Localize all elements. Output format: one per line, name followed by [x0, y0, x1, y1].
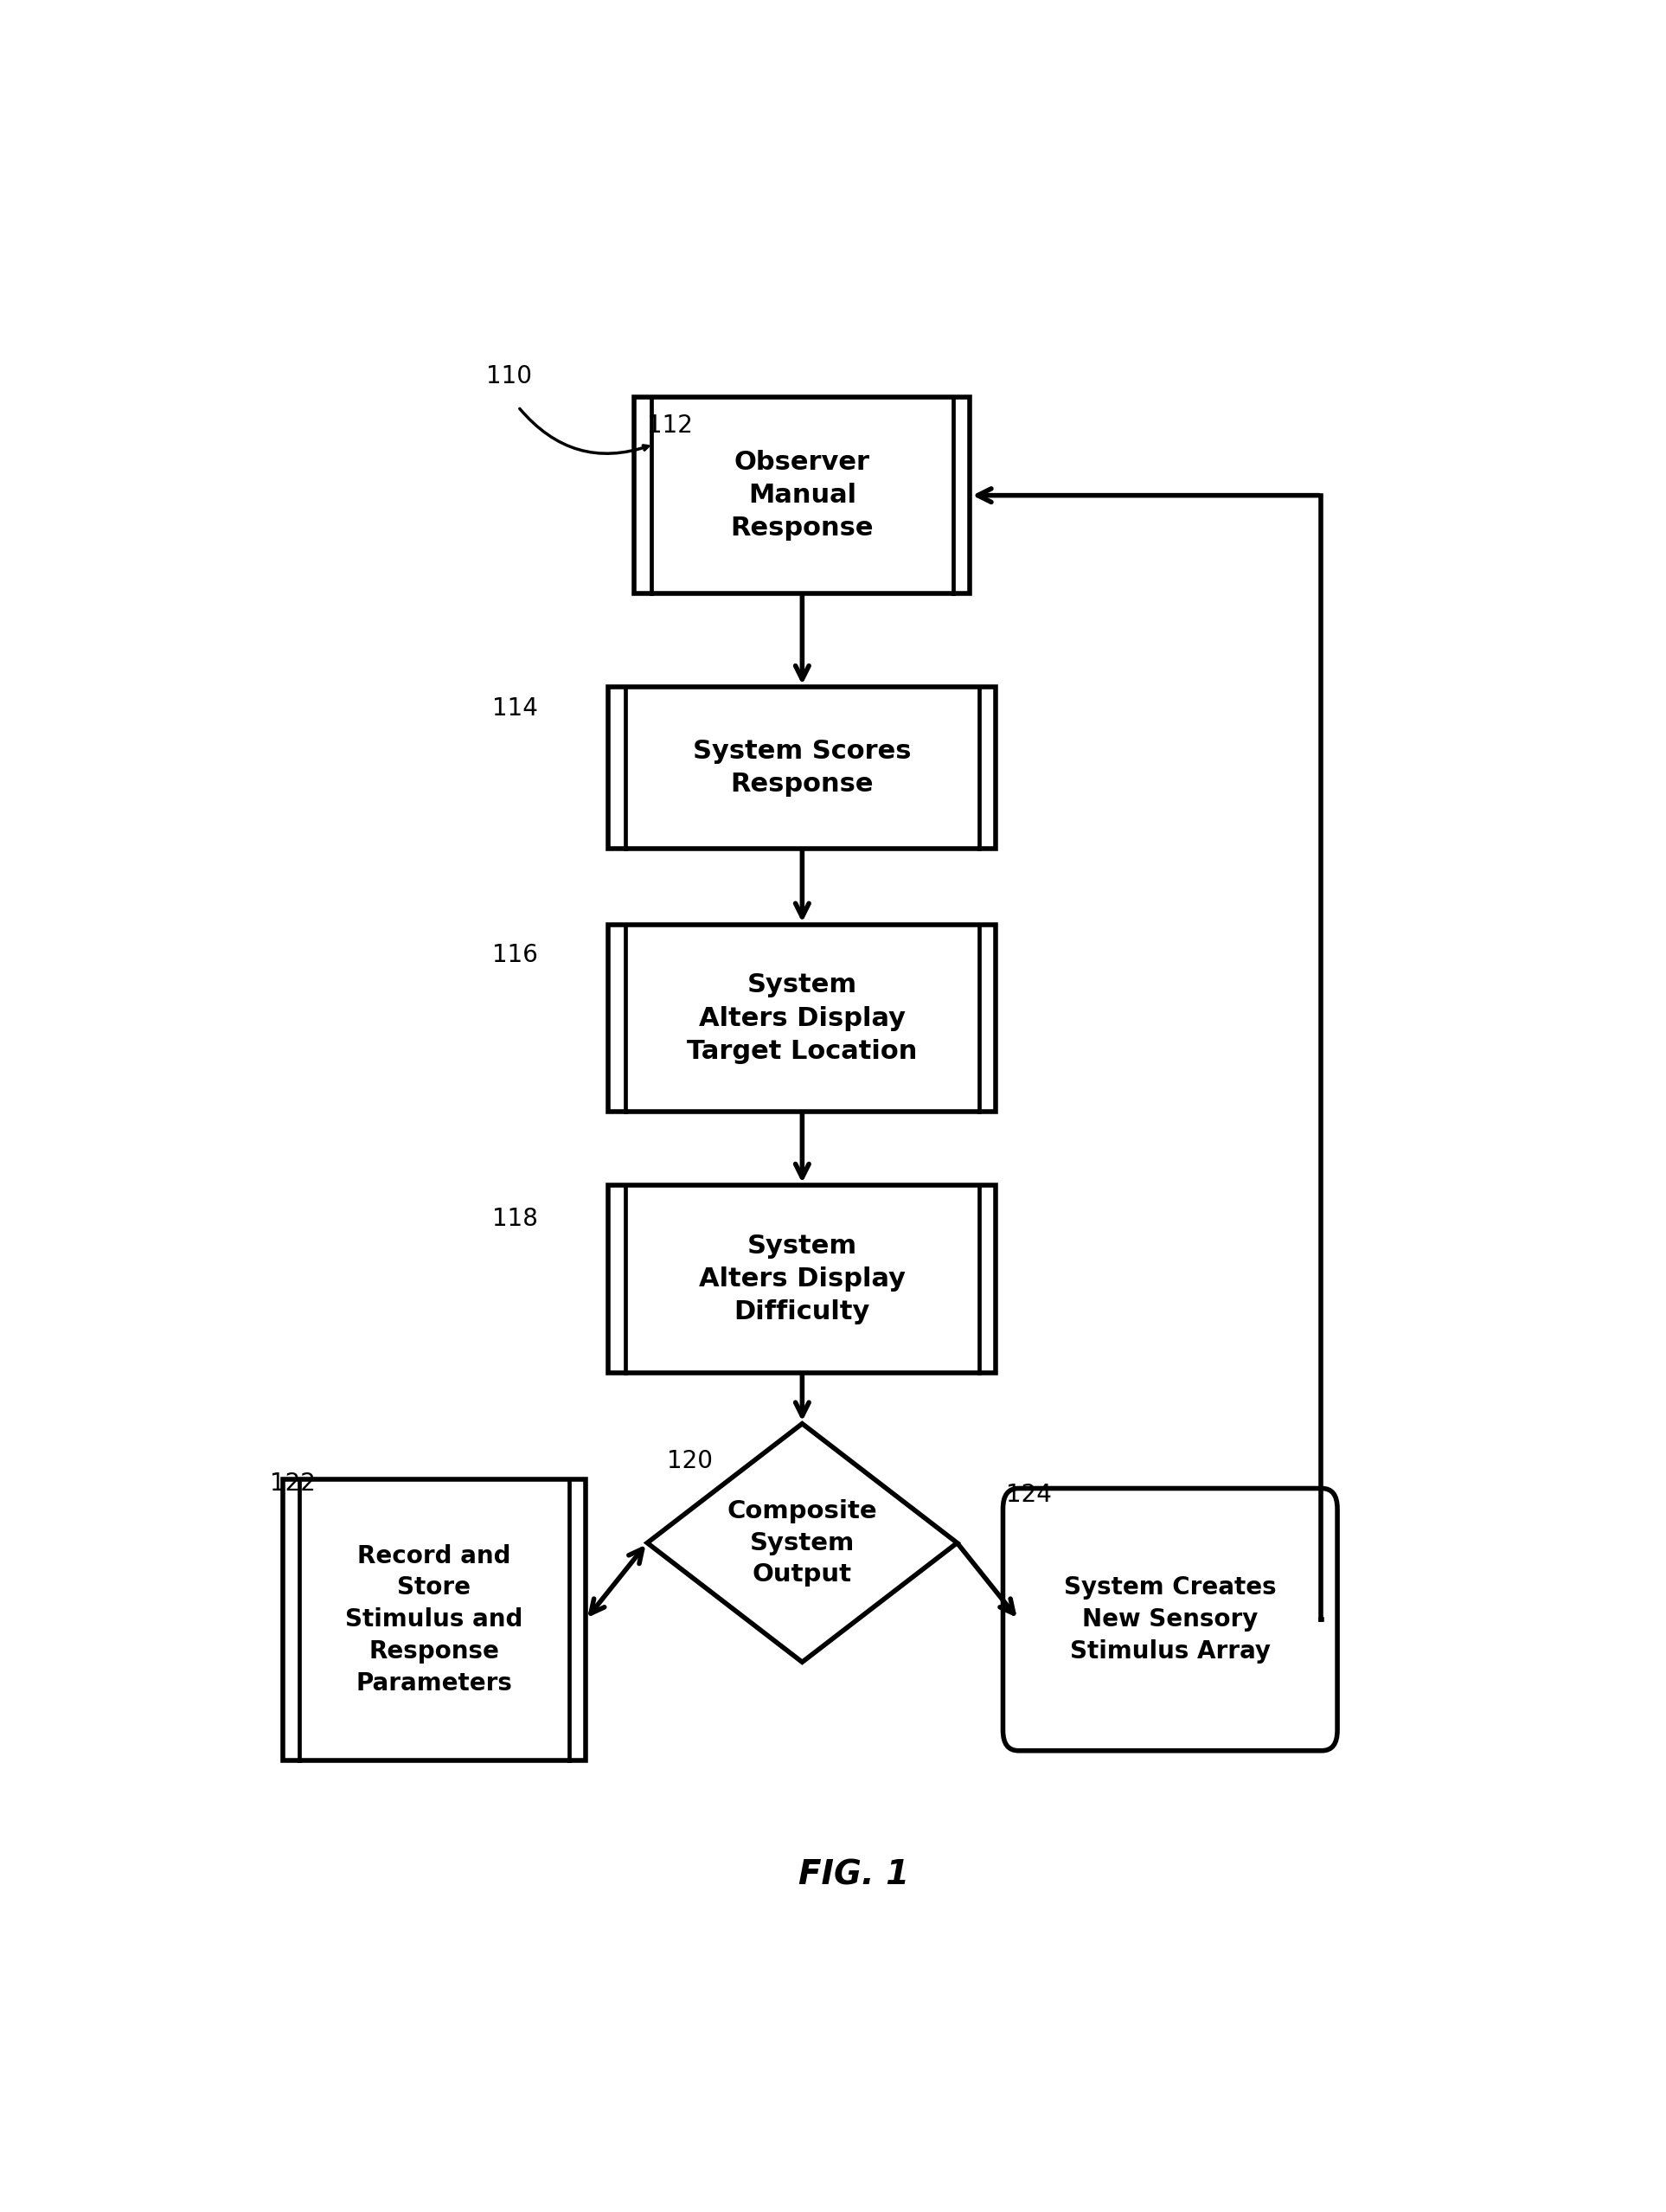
Bar	[635, 398, 970, 593]
Text: 110: 110	[486, 365, 531, 389]
Text: 114: 114	[493, 697, 538, 721]
Bar	[283, 1480, 586, 1761]
Text: 120: 120	[666, 1449, 713, 1473]
Text: 116: 116	[493, 942, 538, 967]
Polygon shape	[648, 1425, 958, 1661]
Text: 112: 112	[648, 414, 693, 438]
Text: System
Alters Display
Difficulty: System Alters Display Difficulty	[698, 1234, 906, 1325]
Text: Composite
System
Output: Composite System Output	[726, 1500, 878, 1586]
Text: 124: 124	[1006, 1482, 1051, 1506]
Bar	[608, 925, 996, 1113]
Text: System
Alters Display
Target Location: System Alters Display Target Location	[686, 973, 918, 1064]
FancyBboxPatch shape	[1003, 1489, 1338, 1750]
Bar	[608, 1186, 996, 1371]
Text: 122: 122	[270, 1471, 317, 1495]
Text: 118: 118	[493, 1208, 538, 1232]
Bar	[608, 688, 996, 849]
Text: FIG. 1: FIG. 1	[798, 1858, 910, 1891]
Text: Record and
Store
Stimulus and
Response
Parameters: Record and Store Stimulus and Response P…	[345, 1544, 523, 1694]
Text: System Scores
Response: System Scores Response	[693, 739, 911, 796]
Text: Observer
Manual
Response: Observer Manual Response	[731, 449, 873, 542]
Text: System Creates
New Sensory
Stimulus Array: System Creates New Sensory Stimulus Arra…	[1065, 1575, 1276, 1663]
